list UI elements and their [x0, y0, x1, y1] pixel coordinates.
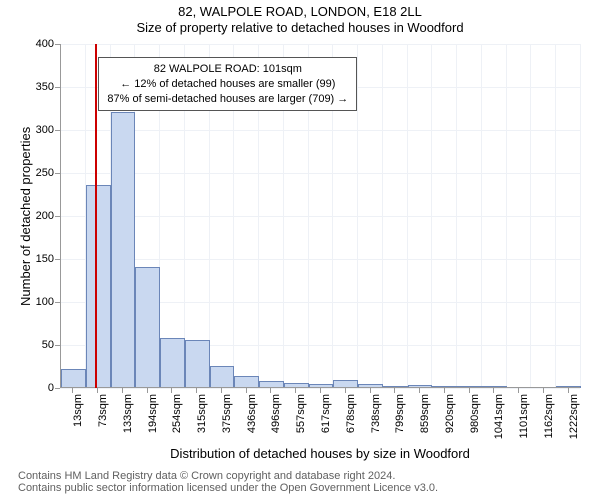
x-tick-label: 194sqm — [147, 394, 159, 433]
chart-plot-area: 05010015020025030035040013sqm73sqm133sqm… — [60, 44, 580, 388]
grid-line-v — [382, 44, 383, 388]
grid-line-v — [481, 44, 482, 388]
attribution-text: Contains HM Land Registry data © Crown c… — [18, 470, 438, 494]
histogram-bar — [61, 369, 86, 388]
x-tick-mark — [196, 388, 197, 393]
x-tick-label: 254sqm — [171, 394, 183, 433]
x-tick-mark — [72, 388, 73, 393]
y-tick-label: 150 — [36, 253, 60, 265]
x-tick-label: 436sqm — [246, 394, 258, 433]
x-tick-label: 73sqm — [97, 394, 109, 427]
x-tick-label: 496sqm — [270, 394, 282, 433]
histogram-bar — [160, 338, 185, 388]
grid-line-h — [60, 173, 580, 174]
x-tick-label: 859sqm — [419, 394, 431, 433]
x-tick-mark — [419, 388, 420, 393]
chart-subtitle: Size of property relative to detached ho… — [0, 20, 600, 36]
x-tick-mark — [122, 388, 123, 393]
x-tick-label: 980sqm — [469, 394, 481, 433]
grid-line-h — [60, 44, 580, 45]
y-tick-label: 0 — [48, 382, 60, 394]
x-tick-label: 315sqm — [196, 394, 208, 433]
histogram-bar — [86, 185, 111, 388]
x-tick-mark — [97, 388, 98, 393]
y-tick-label: 300 — [36, 124, 60, 136]
y-tick-label: 200 — [36, 210, 60, 222]
x-tick-mark — [518, 388, 519, 393]
grid-line-v — [456, 44, 457, 388]
histogram-bar — [185, 340, 210, 388]
x-tick-mark — [147, 388, 148, 393]
y-axis-label: Number of detached properties — [18, 127, 33, 306]
y-tick-label: 100 — [36, 296, 60, 308]
grid-line-v — [580, 44, 581, 388]
x-tick-label: 1041sqm — [493, 394, 505, 439]
histogram-bar — [111, 112, 136, 388]
y-tick-label: 250 — [36, 167, 60, 179]
x-tick-label: 1162sqm — [543, 394, 555, 438]
y-tick-label: 400 — [36, 38, 60, 50]
x-tick-mark — [345, 388, 346, 393]
x-tick-mark — [469, 388, 470, 393]
x-tick-mark — [246, 388, 247, 393]
annotation-line: 82 WALPOLE ROAD: 101sqm — [107, 62, 348, 77]
x-tick-label: 738sqm — [370, 394, 382, 433]
x-axis-label: Distribution of detached houses by size … — [60, 446, 580, 461]
y-axis-line — [60, 44, 61, 388]
x-tick-label: 133sqm — [122, 394, 134, 433]
annotation-box: 82 WALPOLE ROAD: 101sqm← 12% of detached… — [98, 57, 357, 112]
x-tick-mark — [295, 388, 296, 393]
grid-line-v — [431, 44, 432, 388]
x-tick-mark — [320, 388, 321, 393]
x-axis-line — [60, 387, 580, 388]
x-tick-label: 617sqm — [320, 394, 332, 433]
x-tick-mark — [370, 388, 371, 393]
annotation-line: ← 12% of detached houses are smaller (99… — [107, 77, 348, 92]
grid-line-h — [60, 130, 580, 131]
x-tick-label: 1222sqm — [568, 394, 580, 439]
grid-line-v — [506, 44, 507, 388]
x-tick-label: 799sqm — [394, 394, 406, 433]
histogram-bar — [210, 366, 235, 389]
x-tick-label: 678sqm — [345, 394, 357, 433]
x-tick-label: 920sqm — [444, 394, 456, 433]
grid-line-v — [530, 44, 531, 388]
x-tick-mark — [568, 388, 569, 393]
grid-line-v — [555, 44, 556, 388]
grid-line-h — [60, 216, 580, 217]
grid-line-v — [407, 44, 408, 388]
property-marker-line — [95, 44, 97, 388]
grid-line-h — [60, 259, 580, 260]
histogram-bar — [135, 267, 160, 388]
x-tick-mark — [543, 388, 544, 393]
x-tick-mark — [171, 388, 172, 393]
page-title: 82, WALPOLE ROAD, LONDON, E18 2LL — [0, 0, 600, 20]
x-tick-mark — [270, 388, 271, 393]
x-tick-label: 13sqm — [72, 394, 84, 427]
x-tick-mark — [444, 388, 445, 393]
x-tick-label: 1101sqm — [518, 394, 530, 438]
x-tick-mark — [493, 388, 494, 393]
y-tick-label: 50 — [42, 339, 60, 351]
annotation-line: 87% of semi-detached houses are larger (… — [107, 92, 348, 107]
y-tick-label: 350 — [36, 81, 60, 93]
x-tick-label: 557sqm — [295, 394, 307, 433]
grid-line-v — [357, 44, 358, 388]
x-tick-mark — [394, 388, 395, 393]
x-tick-label: 375sqm — [221, 394, 233, 433]
x-tick-mark — [221, 388, 222, 393]
